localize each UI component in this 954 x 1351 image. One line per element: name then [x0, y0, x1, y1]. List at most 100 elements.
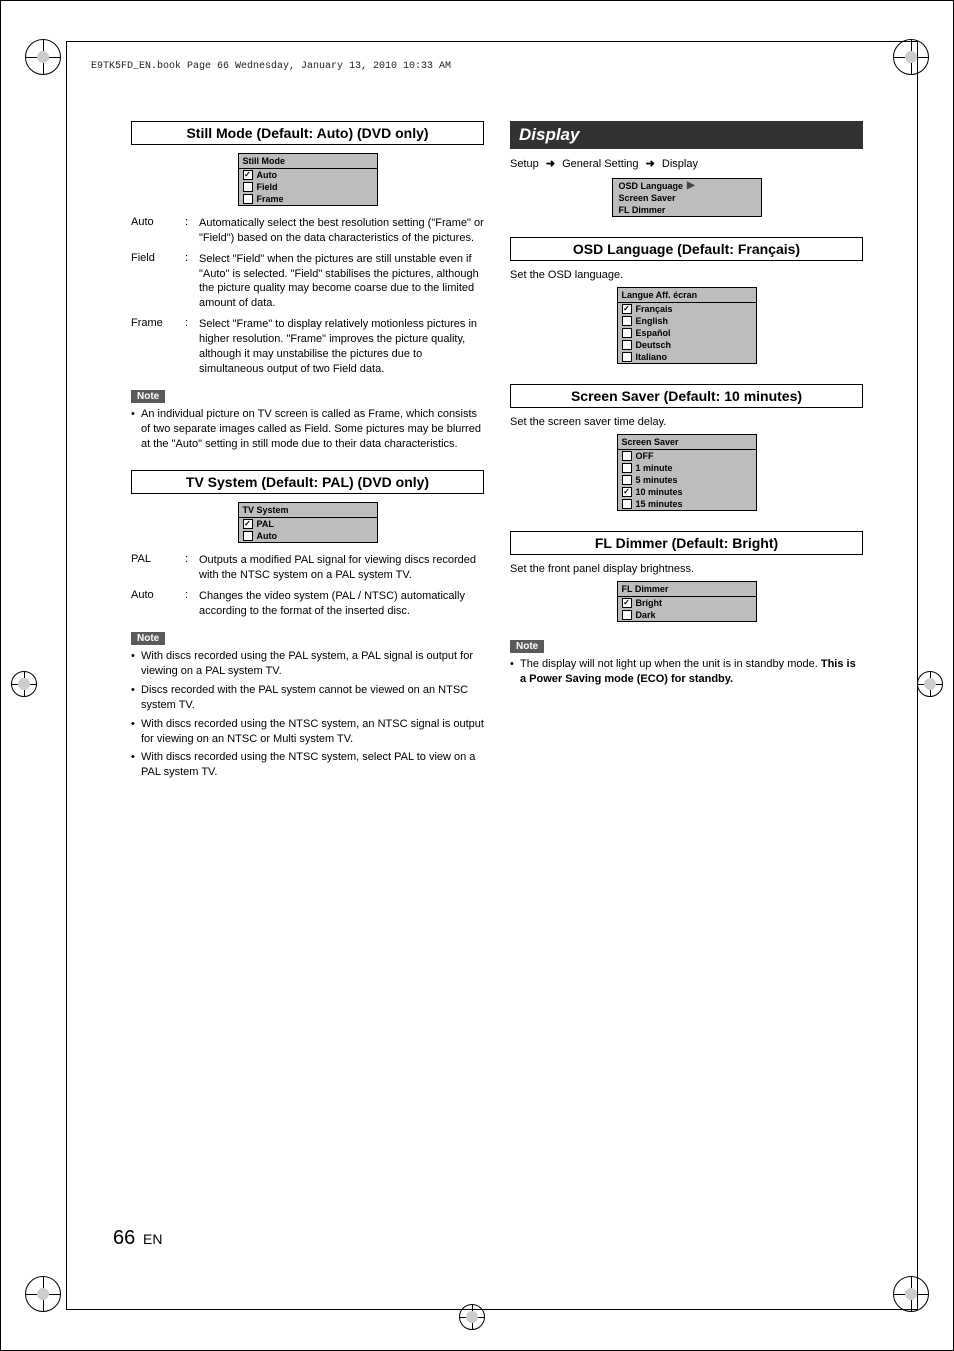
note-item: Discs recorded with the PAL system canno…: [131, 683, 484, 713]
page-lang: EN: [143, 1231, 162, 1247]
menu-item-label: Field: [257, 182, 278, 192]
checkbox-icon: [243, 519, 253, 529]
saver-menu: Screen Saver OFF 1 minute 5 minutes 10 minu…: [617, 434, 757, 511]
dimmer-desc: Set the front panel display brightness.: [510, 563, 863, 575]
checkbox-icon: [243, 194, 253, 204]
section-title-tv-system: TV System (Default: PAL) (DVD only): [131, 470, 484, 494]
registration-mark-icon: [893, 39, 929, 75]
checkbox-icon: [243, 170, 253, 180]
menu-item: OSD Language ▶: [613, 179, 761, 192]
menu-item: Screen Saver: [613, 192, 761, 204]
colon: :: [185, 589, 191, 619]
arrow-right-icon: ➜: [646, 157, 655, 170]
colon: :: [185, 317, 191, 376]
note-text: The display will not light up when the u…: [520, 658, 821, 670]
checkbox-icon: [622, 487, 632, 497]
play-icon: ▶: [687, 180, 695, 191]
definition-desc: Changes the video system (PAL / NTSC) au…: [199, 589, 484, 619]
menu-item-label: 5 minutes: [636, 475, 678, 485]
registration-mark-icon: [11, 671, 37, 697]
registration-mark-icon: [459, 1304, 485, 1330]
menu-item-label: PAL: [257, 519, 274, 529]
still-mode-notes: An individual picture on TV screen is ca…: [131, 407, 484, 452]
definition-desc: Outputs a modified PAL signal for viewin…: [199, 553, 484, 583]
colon: :: [185, 252, 191, 311]
registration-mark-icon: [25, 39, 61, 75]
breadcrumb-item: Display: [662, 158, 698, 170]
display-header: Display: [510, 121, 863, 149]
menu-item-label: 15 minutes: [636, 499, 683, 509]
breadcrumb-item: General Setting: [562, 158, 638, 170]
menu-item: Bright: [618, 597, 756, 609]
menu-item: Français: [618, 303, 756, 315]
section-title-osd: OSD Language (Default: Français): [510, 237, 863, 261]
menu-item-label: Screen Saver: [619, 193, 676, 203]
menu-item: Frame: [239, 193, 377, 205]
note-label: Note: [131, 390, 165, 403]
definition-term: Auto: [131, 216, 177, 246]
menu-item-label: Auto: [257, 170, 278, 180]
dimmer-notes: The display will not light up when the u…: [510, 657, 863, 687]
note-item: An individual picture on TV screen is ca…: [131, 407, 484, 452]
menu-header: Still Mode: [239, 154, 377, 169]
menu-item: Deutsch: [618, 339, 756, 351]
checkbox-icon: [243, 531, 253, 541]
note-item: With discs recorded using the NTSC syste…: [131, 750, 484, 780]
section-title-saver: Screen Saver (Default: 10 minutes): [510, 384, 863, 408]
menu-header: Screen Saver: [618, 435, 756, 450]
definition-desc: Select "Field" when the pictures are sti…: [199, 252, 484, 311]
section-title-still-mode: Still Mode (Default: Auto) (DVD only): [131, 121, 484, 145]
menu-item-label: 1 minute: [636, 463, 673, 473]
menu-item: English: [618, 315, 756, 327]
menu-items: BrightDark: [618, 597, 756, 621]
checkbox-icon: [622, 352, 632, 362]
definition-row: Frame:Select "Frame" to display relative…: [131, 317, 484, 376]
note-item: With discs recorded using the NTSC syste…: [131, 717, 484, 747]
definition-row: Auto:Automatically select the best resol…: [131, 216, 484, 246]
menu-item-label: Italiano: [636, 352, 668, 362]
checkbox-icon: [622, 610, 632, 620]
section-title-dimmer: FL Dimmer (Default: Bright): [510, 531, 863, 555]
menu-item: Español: [618, 327, 756, 339]
dimmer-menu: FL Dimmer BrightDark: [617, 581, 757, 622]
still-mode-menu: Still Mode Auto FieldFrame: [238, 153, 378, 206]
definition-desc: Select "Frame" to display relatively mot…: [199, 317, 484, 376]
registration-mark-icon: [25, 1276, 61, 1312]
definition-term: Auto: [131, 589, 177, 619]
menu-items: FrançaisEnglishEspañol Deutsch Italiano: [618, 303, 756, 363]
menu-item: 1 minute: [618, 462, 756, 474]
checkbox-icon: [622, 328, 632, 338]
checkbox-icon: [243, 182, 253, 192]
tv-system-notes: With discs recorded using the PAL system…: [131, 649, 484, 780]
tv-system-defs: PAL:Outputs a modified PAL signal for vi…: [131, 553, 484, 618]
definition-desc: Automatically select the best resolution…: [199, 216, 484, 246]
colon: :: [185, 553, 191, 583]
menu-item-label: Deutsch: [636, 340, 672, 350]
menu-items: OFF 1 minute 5 minutes 10 minutes 15 minutes: [618, 450, 756, 510]
arrow-right-icon: ➜: [546, 157, 555, 170]
menu-item-label: Auto: [257, 531, 278, 541]
menu-item: PAL: [239, 518, 377, 530]
menu-item-label: OFF: [636, 451, 654, 461]
menu-item-label: Français: [636, 304, 673, 314]
page-number: 66 EN: [113, 1227, 162, 1250]
registration-mark-icon: [893, 1276, 929, 1312]
menu-items: PAL Auto: [239, 518, 377, 542]
menu-item: Auto: [239, 530, 377, 542]
menu-header: FL Dimmer: [618, 582, 756, 597]
definition-row: Auto: Changes the video system (PAL / NTS…: [131, 589, 484, 619]
menu-item: Field: [239, 181, 377, 193]
menu-item: Dark: [618, 609, 756, 621]
osd-desc: Set the OSD language.: [510, 269, 863, 281]
breadcrumb-item: Setup: [510, 158, 539, 170]
page-number-value: 66: [113, 1227, 135, 1249]
menu-item-label: Español: [636, 328, 671, 338]
menu-item-label: 10 minutes: [636, 487, 683, 497]
menu-item-label: OSD Language: [619, 181, 684, 191]
checkbox-icon: [622, 475, 632, 485]
menu-item: OFF: [618, 450, 756, 462]
menu-item-label: Bright: [636, 598, 663, 608]
definition-row: PAL:Outputs a modified PAL signal for vi…: [131, 553, 484, 583]
osd-menu: Langue Aff. écran FrançaisEnglishEspañol…: [617, 287, 757, 364]
menu-item: 5 minutes: [618, 474, 756, 486]
